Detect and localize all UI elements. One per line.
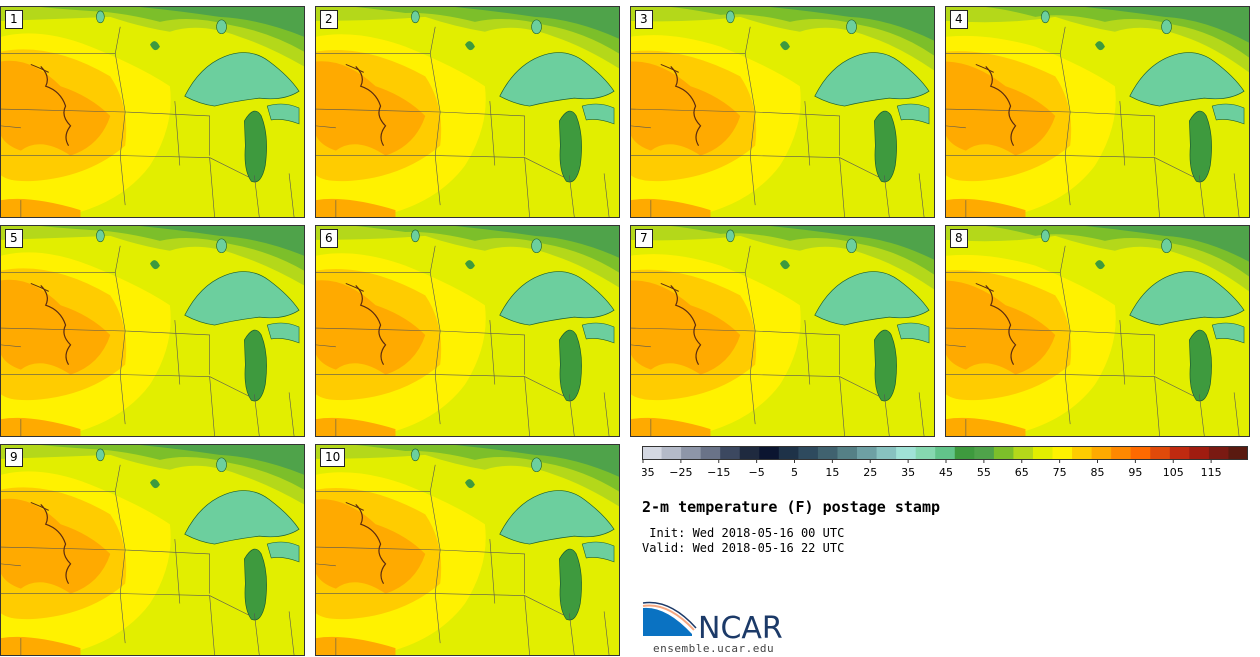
member-number-label: 2 — [320, 10, 338, 29]
colorbar-segment — [1072, 446, 1093, 460]
colorbar-tick-label: −35 — [642, 466, 655, 478]
colorbar-segment — [661, 446, 682, 460]
init-time: Init: Wed 2018-05-16 00 UTC — [642, 526, 845, 540]
colorbar-segment — [1052, 446, 1073, 460]
colorbar-segment — [817, 446, 838, 460]
member-number-label: 9 — [5, 448, 23, 467]
colorbar-segment — [1111, 446, 1132, 460]
colorbar-tick-label: 35 — [901, 466, 915, 478]
colorbar-tick-label: −5 — [749, 466, 765, 478]
valid-time: Valid: Wed 2018-05-16 22 UTC — [642, 541, 845, 555]
colorbar-segment — [1091, 446, 1112, 460]
member-number-label: 5 — [5, 229, 23, 248]
colorbar-segment — [896, 446, 917, 460]
member-number-label: 1 — [5, 10, 23, 29]
member-number-label: 4 — [950, 10, 968, 29]
colorbar-tick-label: 5 — [791, 466, 798, 478]
member-number-label: 6 — [320, 229, 338, 248]
temperature-colorbar: −35 −25 −15 −5 5 15 25 35 45 55 65 75 85 95 105 115 — [642, 446, 1248, 478]
ncar-logo-text: NCAR — [698, 611, 783, 645]
ensemble-member-map: 1 — [0, 6, 305, 218]
colorbar-segment — [759, 446, 780, 460]
colorbar-segment — [837, 446, 858, 460]
colorbar-tick-label: 75 — [1053, 466, 1067, 478]
colorbar-segment — [915, 446, 936, 460]
page-title: 2-m temperature (F) postage stamp — [642, 498, 941, 516]
colorbar-segment — [1208, 446, 1229, 460]
colorbar-tick-label: −25 — [669, 466, 692, 478]
ensemble-member-map: 5 — [0, 225, 305, 437]
colorbar-segment — [1189, 446, 1210, 460]
ensemble-member-map: 3 — [630, 6, 935, 218]
ensemble-member-map: 4 — [945, 6, 1250, 218]
colorbar-segment — [681, 446, 702, 460]
colorbar-segment — [857, 446, 877, 460]
ensemble-member-map: 7 — [630, 225, 935, 437]
colorbar-segment — [700, 446, 721, 460]
colorbar-segment — [1032, 446, 1053, 460]
colorbar-segment — [993, 446, 1014, 460]
ncar-logo: NCAR — [642, 601, 783, 645]
ensemble-member-map: 2 — [315, 6, 620, 218]
colorbar-segment — [778, 446, 799, 460]
colorbar-segment — [642, 446, 662, 460]
member-number-label: 10 — [320, 448, 346, 467]
colorbar-border — [642, 446, 1248, 460]
colorbar-tick-label: 55 — [977, 466, 991, 478]
colorbar-tick-label: 45 — [939, 466, 953, 478]
colorbar-segment — [1130, 446, 1151, 460]
ensemble-member-map: 10 — [315, 444, 620, 656]
ensemble-member-map: 9 — [0, 444, 305, 656]
colorbar-segment — [720, 446, 741, 460]
colorbar-segment — [739, 446, 760, 460]
colorbar-segment — [798, 446, 819, 460]
ensemble-member-map: 6 — [315, 225, 620, 437]
colorbar-segment — [1150, 446, 1171, 460]
member-number-label: 3 — [635, 10, 653, 29]
colorbar-segment — [935, 446, 956, 460]
colorbar-tick-label: 95 — [1128, 466, 1142, 478]
colorbar-segment — [1169, 446, 1190, 460]
colorbar-segment — [974, 446, 995, 460]
colorbar-tick-label: 65 — [1015, 466, 1029, 478]
colorbar-tick-label: 25 — [863, 466, 877, 478]
colorbar-segment — [1013, 446, 1034, 460]
colorbar-segment — [1228, 446, 1248, 460]
member-number-label: 7 — [635, 229, 653, 248]
colorbar-segment — [876, 446, 897, 460]
colorbar-tick-label: 115 — [1201, 466, 1222, 478]
colorbar-tick-label: 85 — [1091, 466, 1105, 478]
ensemble-member-map: 8 — [945, 225, 1250, 437]
colorbar-tick-label: −15 — [707, 466, 730, 478]
member-number-label: 8 — [950, 229, 968, 248]
logo-url: ensemble.ucar.edu — [653, 642, 775, 655]
colorbar-tick-label: 105 — [1163, 466, 1184, 478]
colorbar-tick-label: 15 — [825, 466, 839, 478]
colorbar-segment — [954, 446, 975, 460]
